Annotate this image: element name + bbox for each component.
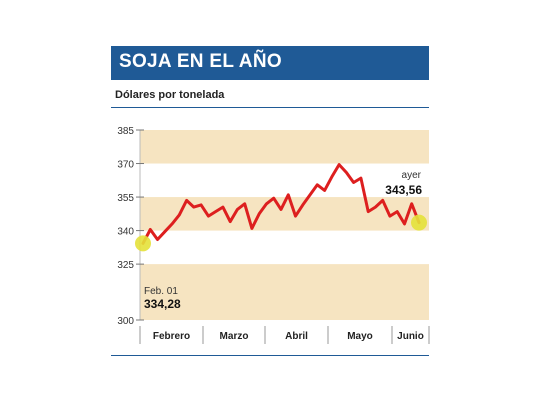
annotations: ayer 343,56 Feb. 01 334,28 — [144, 170, 422, 311]
y-tick-label: 325 — [117, 260, 134, 271]
month-label: Junio — [397, 331, 424, 342]
y-tick-label: 340 — [117, 227, 134, 238]
value-bands — [140, 130, 429, 320]
y-tick-label: 370 — [117, 160, 134, 171]
x-axis-months: Febrero Marzo Abril Mayo Junio — [139, 326, 430, 344]
y-tick-label: 385 — [117, 126, 134, 137]
last-point-marker — [411, 214, 427, 231]
month-label: Mayo — [347, 331, 373, 342]
annotation-last-value: 343,56 — [385, 183, 422, 197]
y-tick-label: 300 — [117, 316, 134, 327]
price-series-line — [141, 163, 421, 245]
chart-subtitle: Dólares por tonelada — [115, 89, 225, 101]
month-label: Marzo — [220, 331, 249, 342]
annotation-first-label: Feb. 01 — [144, 286, 178, 297]
y-axis-ticks: 300 325 340 355 370 385 — [117, 126, 144, 327]
annotation-last-label: ayer — [402, 170, 422, 181]
value-band — [140, 264, 429, 320]
value-band — [140, 130, 429, 164]
first-point-marker — [135, 235, 151, 252]
chart-header: SOJA EN EL AÑO — [111, 46, 429, 80]
y-tick-label: 355 — [117, 193, 134, 204]
divider-top — [111, 107, 429, 108]
month-label: Abril — [285, 331, 308, 342]
month-label: Febrero — [153, 331, 190, 342]
chart-title: SOJA EN EL AÑO — [119, 51, 282, 72]
endpoint-markers — [135, 214, 427, 252]
divider-bottom — [111, 355, 429, 356]
annotation-first-value: 334,28 — [144, 297, 181, 311]
